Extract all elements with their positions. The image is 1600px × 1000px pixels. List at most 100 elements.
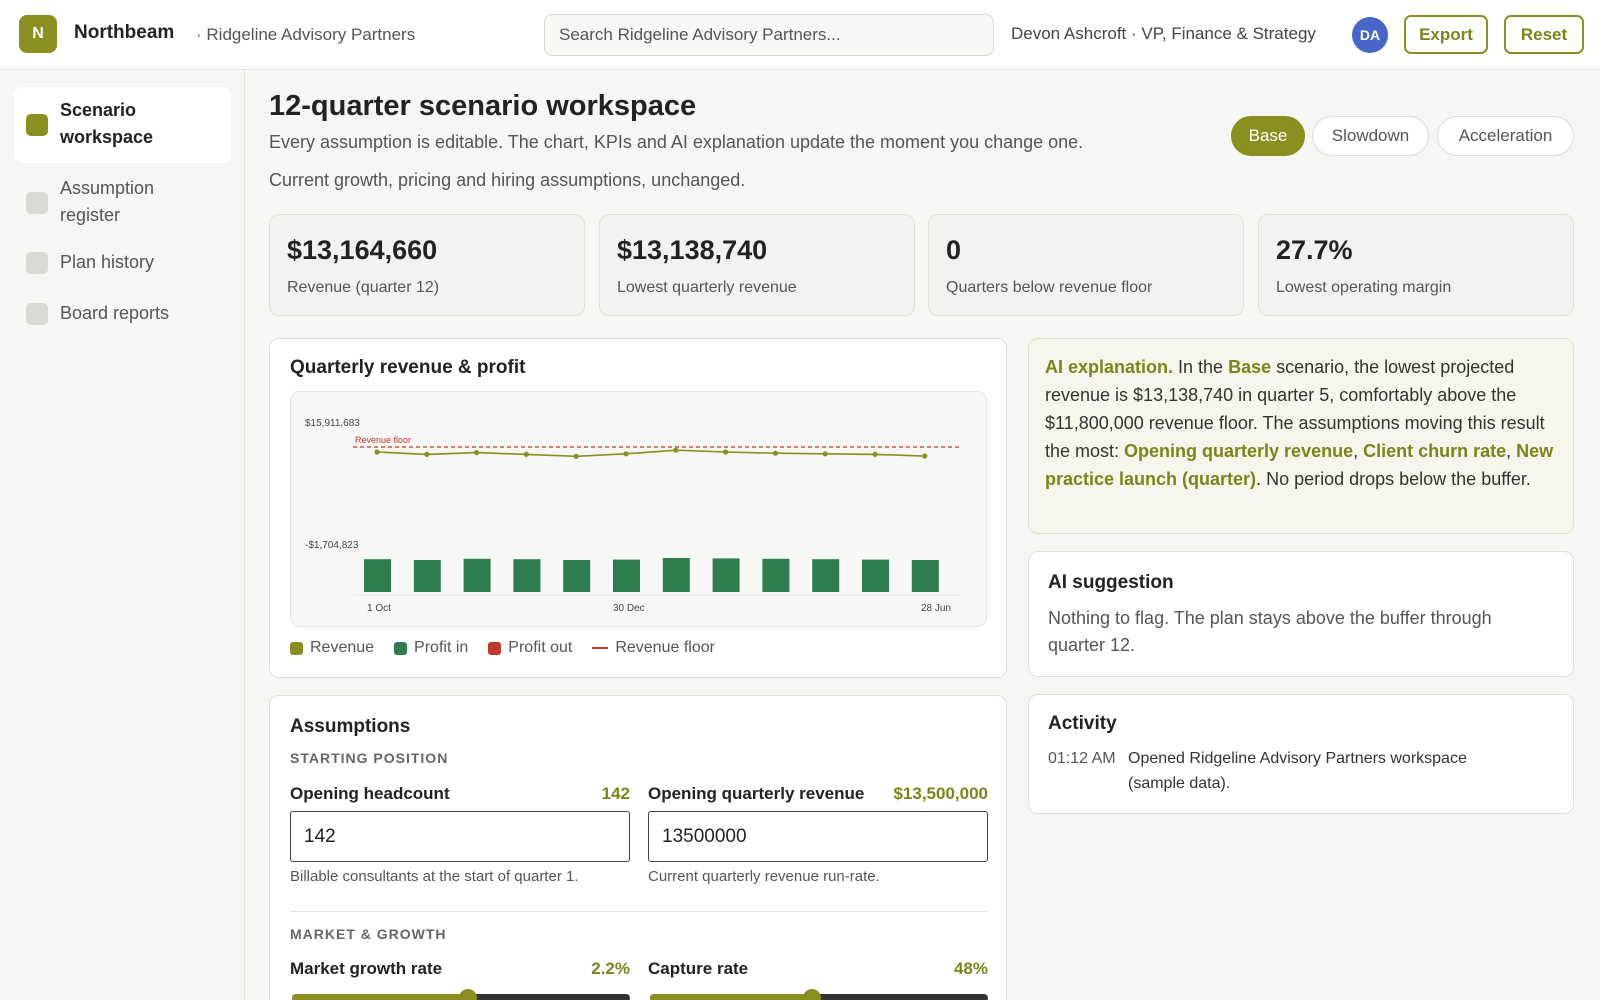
kpi-value: 0	[946, 235, 962, 265]
chart-card: Quarterly revenue & profit $15,911,683 -…	[269, 338, 1007, 678]
legend-label: Profit in	[414, 639, 469, 656]
opening-revenue-input[interactable]	[648, 811, 988, 862]
sidebar-item-board-reports[interactable]: Board reports	[14, 294, 231, 334]
ai-driver-link[interactable]: Opening quarterly revenue	[1124, 441, 1354, 461]
sidebar-item-label: Board reports	[60, 303, 170, 323]
ai-text: scenario, the lowest projected revenue i…	[1045, 357, 1545, 461]
revenue-point	[723, 449, 729, 455]
nav-square-icon	[26, 192, 48, 214]
profit-bar	[613, 559, 640, 592]
market-growth-slider[interactable]	[292, 989, 630, 1000]
capture-rate-value: 48%	[953, 959, 988, 978]
profit-bar	[762, 558, 790, 592]
y-axis-bottom-label: -$1,704,823	[305, 540, 359, 551]
search-input[interactable]	[544, 14, 994, 56]
sidebar-item-label: Scenario workspace	[60, 100, 154, 147]
scenario-slowdown-button[interactable]: Slowdown	[1312, 116, 1429, 156]
revenue-line	[376, 449, 925, 458]
slider-thumb[interactable]	[803, 989, 822, 1000]
nav-square-icon	[26, 114, 48, 136]
legend-label: Revenue floor	[615, 639, 715, 656]
page-subtitle: Every assumption is editable. The chart,…	[269, 132, 1084, 152]
profit-out-swatch-icon	[488, 641, 502, 655]
profit-bar	[563, 560, 591, 592]
sidebar-item-assumption-register[interactable]: Assumption register	[14, 174, 231, 232]
revenue-point	[424, 451, 430, 457]
profit-bar	[812, 559, 840, 592]
profit-bar	[364, 559, 391, 592]
market-growth-value: 2.2%	[591, 959, 630, 978]
chart-area: $15,911,683 -$1,704,823 Revenue floor 1 …	[290, 391, 987, 627]
capture-rate-label: Capture rate	[648, 959, 749, 978]
ai-suggestion-card: AI suggestion Nothing to flag. The plan …	[1028, 551, 1574, 677]
opening-revenue-value: $13,500,000	[893, 784, 988, 803]
sidebar-item-label: Assumption register	[60, 178, 155, 225]
app-logo[interactable]: N	[19, 15, 57, 53]
kpi-label: Lowest quarterly revenue	[617, 279, 797, 296]
kpi-card-lowest-margin: 27.7% Lowest operating margin	[1258, 214, 1574, 316]
scenario-acceleration-button[interactable]: Acceleration	[1437, 116, 1574, 156]
profit-bar	[463, 558, 491, 592]
kpi-label: Revenue (quarter 12)	[287, 279, 440, 296]
kpi-label: Lowest operating margin	[1276, 279, 1452, 296]
activity-time: 01:12 AM	[1048, 750, 1116, 767]
opening-headcount-label: Opening headcount	[290, 784, 450, 803]
revenue-floor-label: Revenue floor	[355, 435, 411, 445]
user-name: Devon Ashcroft · VP, Finance & Strategy	[1011, 24, 1316, 43]
ai-driver-link[interactable]: Client churn rate	[1363, 441, 1507, 461]
profit-bar	[662, 558, 690, 592]
section-heading-starting-position: STARTING POSITION	[290, 750, 449, 766]
x-tick-label: 28 Jun	[921, 603, 951, 614]
section-divider	[290, 911, 988, 912]
scenario-note: Current growth, pricing and hiring assum…	[269, 170, 746, 190]
sidebar-item-scenario-workspace[interactable]: Scenario workspace	[14, 87, 231, 163]
legend-label: Revenue	[310, 639, 375, 656]
slider-thumb[interactable]	[458, 989, 477, 1000]
reset-button[interactable]: Reset	[1504, 15, 1584, 54]
legend-item-profit-out: Profit out	[488, 639, 572, 657]
export-button[interactable]: Export	[1404, 15, 1488, 54]
profit-bar	[712, 558, 740, 592]
ai-explanation-card: AI explanation. In the Base scenario, th…	[1028, 338, 1574, 534]
opening-headcount-input[interactable]	[290, 811, 630, 862]
profit-bar	[413, 560, 441, 592]
capture-rate-slider[interactable]	[650, 989, 988, 1000]
revenue-point	[474, 450, 480, 456]
ai-suggestion-text: Nothing to flag. The plan stays above th…	[1048, 608, 1492, 655]
ai-text: In the	[1173, 357, 1229, 377]
ai-driver-link[interactable]: New practice launch (quarter)	[1045, 441, 1554, 489]
activity-title: Activity	[1048, 713, 1117, 734]
legend-label: Profit out	[508, 639, 573, 656]
kpi-value: 27.7%	[1276, 235, 1353, 265]
avatar[interactable]: DA	[1352, 17, 1388, 53]
market-growth-label: Market growth rate	[290, 959, 443, 978]
opening-headcount-help: Billable consultants at the start of qua…	[290, 868, 579, 885]
ai-text: ,	[1506, 441, 1517, 461]
client-name: · Ridgeline Advisory Partners	[196, 25, 416, 44]
revenue-point	[772, 450, 778, 456]
sidebar-item-plan-history[interactable]: Plan history	[14, 243, 231, 283]
revenue-point	[523, 451, 529, 457]
legend-item-profit-in: Profit in	[394, 639, 468, 657]
revenue-point	[374, 449, 380, 455]
revenue-point	[573, 453, 579, 459]
top-bar: N Northbeam · Ridgeline Advisory Partner…	[0, 0, 1600, 70]
revenue-point	[673, 447, 679, 453]
chart-legend: Revenue Profit in Profit out Revenue flo…	[290, 639, 715, 657]
x-tick-label: 1 Oct	[367, 603, 391, 614]
legend-item-revenue: Revenue	[290, 639, 374, 657]
slider-fill	[292, 994, 468, 1000]
assumptions-title: Assumptions	[290, 716, 411, 737]
section-heading-market-growth: MARKET & GROWTH	[290, 926, 447, 942]
assumptions-card: Assumptions STARTING POSITION Opening he…	[269, 695, 1007, 1000]
profit-bar	[862, 559, 889, 592]
scenario-base-button[interactable]: Base	[1231, 116, 1305, 156]
page-title: 12-quarter scenario workspace	[269, 90, 697, 122]
profit-in-swatch-icon	[394, 641, 408, 655]
kpi-card-revenue-q12: $13,164,660 Revenue (quarter 12)	[269, 214, 585, 316]
ai-text: ,	[1353, 441, 1364, 461]
slider-fill	[650, 994, 813, 1000]
opening-headcount-value: 142	[601, 784, 630, 803]
profit-bar	[911, 560, 939, 592]
sidebar-item-label: Plan history	[60, 252, 155, 272]
